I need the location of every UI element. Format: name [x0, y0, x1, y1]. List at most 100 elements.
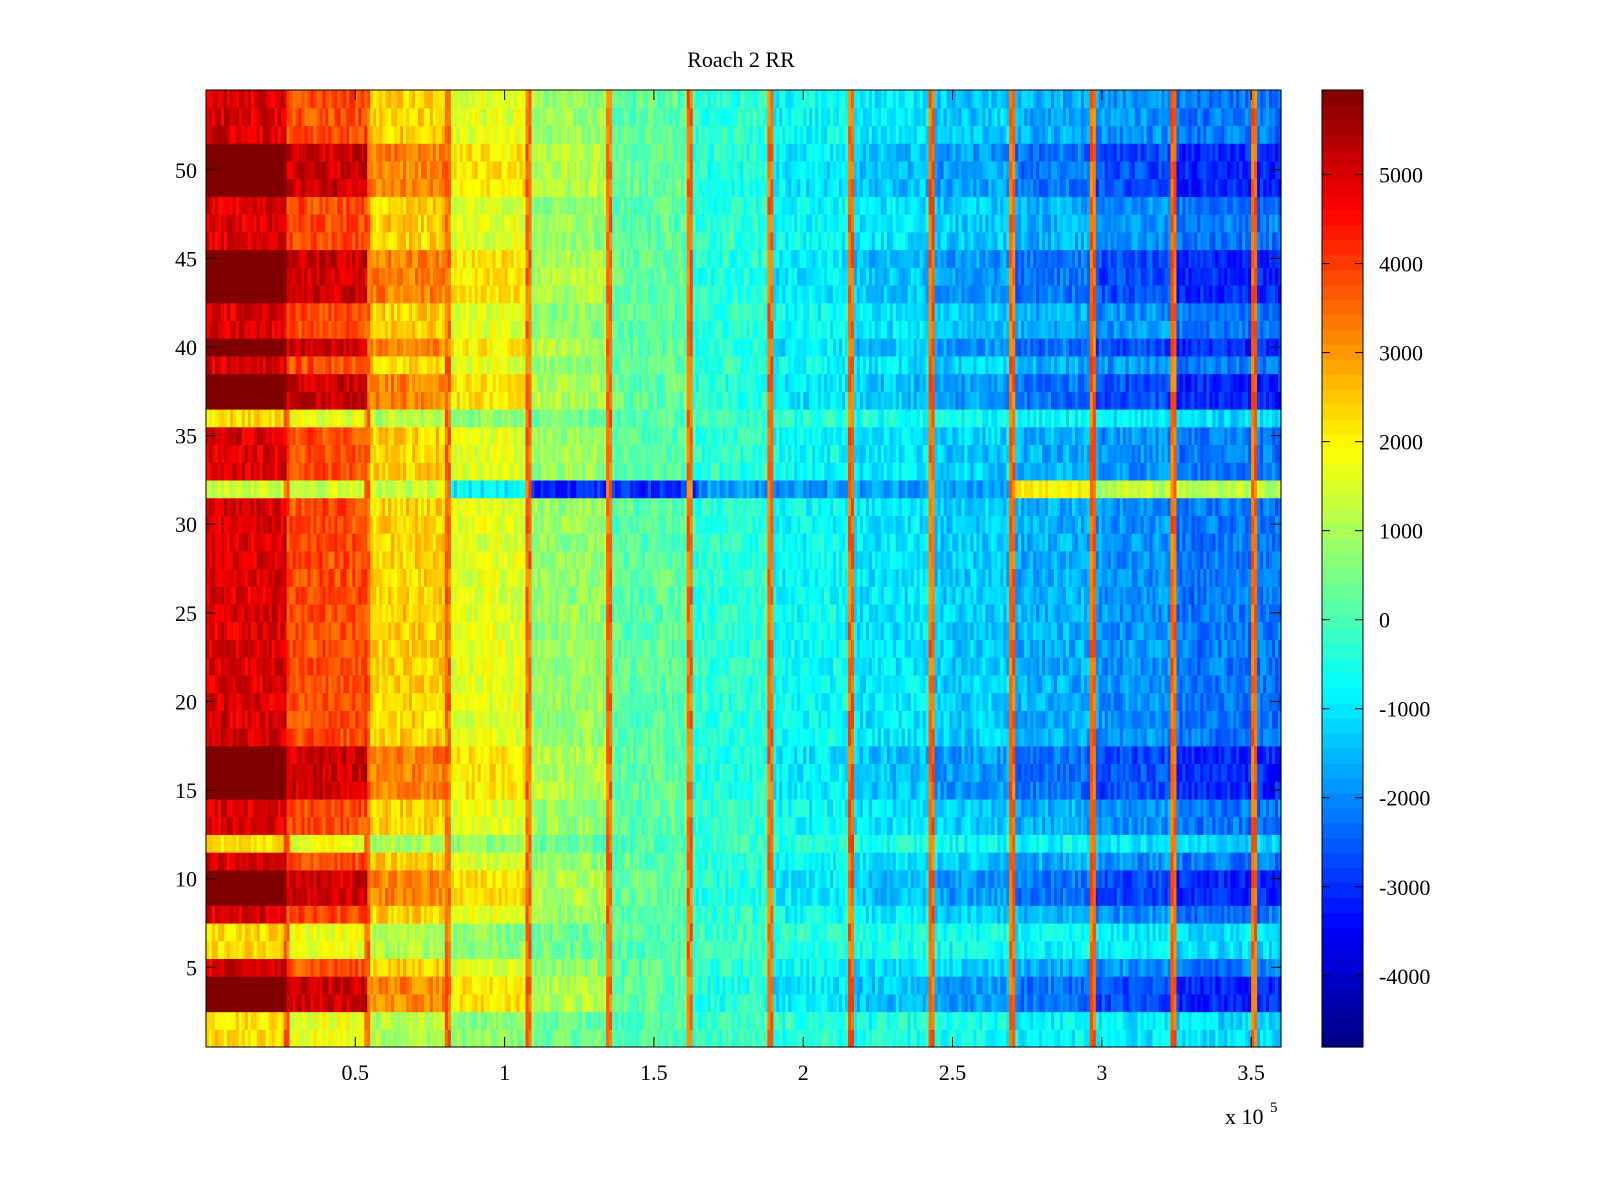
heatmap-cell [803, 976, 807, 995]
heatmap-cell [373, 1011, 377, 1030]
heatmap-cell [259, 958, 264, 977]
heatmap-cell [597, 1011, 601, 1030]
heatmap-cell [913, 976, 918, 995]
heatmap-cell [564, 993, 568, 1013]
heatmap-cell [570, 993, 574, 1013]
heatmap-cell [1042, 958, 1046, 977]
heatmap-cell [1083, 1029, 1088, 1048]
heatmap-cell [943, 1029, 948, 1048]
heatmap-cell [713, 976, 718, 995]
heatmap-cell [839, 1011, 843, 1030]
heatmap-cell [603, 976, 607, 995]
heatmap-cell [752, 993, 757, 1013]
heatmap-cell [803, 958, 807, 977]
heatmap-cell [403, 958, 407, 977]
heatmap-cell [680, 993, 685, 1013]
heatmap-cell [1101, 1029, 1106, 1048]
heatmap-cell [558, 993, 562, 1013]
heatmap-cell [259, 993, 264, 1013]
heatmap-cell [364, 976, 368, 995]
heatmap-cell [1206, 993, 1210, 1013]
heatmap-cell [665, 1011, 670, 1030]
heatmap-cell [630, 1011, 634, 1030]
heatmap-cell [528, 1011, 533, 1030]
heatmap-cell [513, 976, 518, 995]
heatmap-cell [1272, 1011, 1276, 1030]
heatmap-cell [435, 976, 440, 995]
heatmap-cell [1254, 976, 1258, 995]
heatmap-cell [1137, 1011, 1142, 1030]
heatmap-cell [641, 993, 646, 1013]
heatmap-cell [370, 958, 374, 977]
heatmap-cell [1179, 1011, 1184, 1030]
heatmap-cell [217, 976, 222, 995]
heatmap-cell [859, 993, 864, 1013]
heatmap-cell [916, 993, 921, 1013]
heatmap-cell [206, 1029, 210, 1048]
heatmap-cell [949, 958, 954, 977]
heatmap-cell [489, 1029, 494, 1048]
heatmap-cell [961, 993, 966, 1013]
heatmap-cell [277, 976, 282, 995]
heatmap-cell [1101, 1011, 1106, 1030]
heatmap-cell [238, 958, 243, 977]
heatmap-cell [812, 993, 816, 1013]
heatmap-cell [1092, 958, 1097, 977]
heatmap-cell [746, 976, 751, 995]
heatmap-cell [1006, 1029, 1010, 1048]
heatmap-cell [394, 958, 398, 977]
heatmap-cell [217, 1011, 222, 1030]
heatmap-cell [1224, 1029, 1228, 1048]
heatmap-cell [656, 958, 661, 977]
heatmap-cell [208, 976, 213, 995]
heatmap-cell [1015, 958, 1019, 977]
heatmap-cell [731, 1029, 736, 1048]
heatmap-cell [412, 993, 416, 1013]
heatmap-cell [513, 1029, 518, 1048]
heatmap-cell [280, 958, 285, 977]
heatmap-cell [883, 1011, 888, 1030]
heatmap-cell [704, 1029, 709, 1048]
heatmap-cell [644, 976, 649, 995]
heatmap-cell [755, 1011, 760, 1030]
heatmap-cell [967, 958, 972, 977]
heatmap-cell [465, 1029, 470, 1048]
heatmap-cell [1146, 993, 1151, 1013]
heatmap-cell [1116, 1029, 1121, 1048]
heatmap-cell [1101, 993, 1106, 1013]
heatmap-cell [1000, 1029, 1004, 1048]
heatmap-cell [361, 940, 365, 959]
heatmap-cell [668, 958, 673, 977]
heatmap-cell [292, 993, 297, 1013]
heatmap-cell [492, 993, 497, 1013]
heatmap-cell [815, 976, 819, 995]
heatmap-cell [379, 993, 383, 1013]
heatmap-cell [731, 958, 736, 977]
heatmap-cell [531, 958, 536, 977]
heatmap-cell [746, 1011, 751, 1030]
heatmap-cell [268, 958, 273, 977]
heatmap-cell [761, 993, 766, 1013]
heatmap-cell [764, 993, 768, 1013]
heatmap-cell [1137, 958, 1142, 977]
heatmap-cell [358, 1011, 362, 1030]
heatmap-cell [1104, 993, 1109, 1013]
heatmap-cell [1098, 1029, 1103, 1048]
heatmap-cell [1233, 1029, 1237, 1048]
heatmap-cell [1092, 976, 1097, 995]
heatmap-cell [1110, 1011, 1115, 1030]
heatmap-cell [1206, 1011, 1210, 1030]
heatmap-cell [582, 976, 586, 995]
heatmap-cell [848, 1029, 852, 1048]
heatmap-cell [1095, 958, 1100, 977]
heatmap-cell [525, 1029, 530, 1048]
heatmap-cell [776, 1011, 780, 1030]
heatmap-cell [552, 1011, 556, 1030]
heatmap-cell [1086, 976, 1091, 995]
heatmap-cell [934, 976, 939, 995]
heatmap-cell [1024, 958, 1028, 977]
heatmap-cell [907, 1029, 912, 1048]
heatmap-cell [229, 958, 234, 977]
heatmap-cell [337, 1029, 341, 1048]
heatmap-cell [886, 1011, 891, 1030]
